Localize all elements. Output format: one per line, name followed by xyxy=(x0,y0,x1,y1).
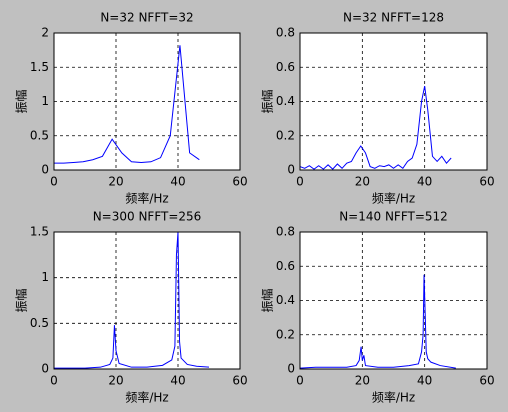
x-tick-label: 40 xyxy=(417,175,432,189)
subplot: 0 20 40 60 0 0.2 0.4 0.6 0.8 N=32 NFFT=128 频率/Hz 振幅 xyxy=(260,11,495,206)
x-axis-label: 频率/Hz xyxy=(372,390,415,405)
y-tick-label: 0.2 xyxy=(276,327,295,341)
y-tick-label: 0.6 xyxy=(276,60,295,74)
x-tick-label: 0 xyxy=(296,175,304,189)
x-tick-label: 20 xyxy=(108,374,123,388)
y-axis-label: 振幅 xyxy=(260,89,275,113)
y-tick-label: 2 xyxy=(41,26,49,40)
x-tick-label: 60 xyxy=(479,374,494,388)
x-tick-label: 40 xyxy=(170,374,185,388)
y-tick-label: 0 xyxy=(287,163,295,177)
x-axis-label: 频率/Hz xyxy=(125,390,168,405)
y-tick-label: 0.8 xyxy=(276,26,295,40)
subplot-title: N=32 NFFT=32 xyxy=(100,11,193,25)
spectrum-line xyxy=(300,274,456,369)
subplot-title: N=32 NFFT=128 xyxy=(343,11,444,25)
y-tick-label: 0 xyxy=(287,362,295,376)
y-tick-label: 0.4 xyxy=(276,293,295,307)
y-axis-label: 振幅 xyxy=(260,288,275,312)
y-tick-label: 0.8 xyxy=(276,225,295,239)
subplot: 0 20 40 60 0 0.5 1 1.5 N=300 NFFT=256 频率/Hz 振幅 xyxy=(14,210,248,405)
subplot-title: N=300 NFFT=256 xyxy=(93,210,202,224)
spectrum-line xyxy=(54,232,210,369)
y-tick-label: 0.4 xyxy=(276,94,295,108)
axes-box xyxy=(299,231,488,370)
x-axis-label: 频率/Hz xyxy=(372,191,415,206)
x-tick-label: 40 xyxy=(170,175,185,189)
y-tick-label: 1 xyxy=(41,270,49,284)
y-tick-label: 0.6 xyxy=(276,259,295,273)
x-tick-label: 20 xyxy=(355,175,370,189)
axes-box xyxy=(53,32,241,171)
x-tick-label: 60 xyxy=(232,374,247,388)
x-tick-label: 60 xyxy=(232,175,247,189)
subplot-title: N=140 NFFT=512 xyxy=(339,210,448,224)
y-tick-label: 0 xyxy=(41,362,49,376)
y-tick-label: 0.5 xyxy=(30,316,49,330)
x-tick-label: 20 xyxy=(108,175,123,189)
subplot: 0 20 40 60 0 0.2 0.4 0.6 0.8 N=140 NFFT=512 频率/Hz 振… xyxy=(260,210,495,405)
y-tick-label: 1.5 xyxy=(30,225,49,239)
x-tick-label: 20 xyxy=(355,374,370,388)
axes-background xyxy=(54,232,240,369)
axes-box xyxy=(299,32,488,171)
x-tick-label: 60 xyxy=(479,175,494,189)
y-tick-label: 0.5 xyxy=(30,128,49,142)
y-tick-label: 1 xyxy=(41,94,49,108)
subplot: 0 20 40 60 0 0.5 1 1.5 2 N=32 NFFT=32 频率/Hz 振幅 xyxy=(14,11,248,206)
y-tick-label: 0.2 xyxy=(276,128,295,142)
x-axis-label: 频率/Hz xyxy=(125,191,168,206)
spectrum-line xyxy=(54,45,200,164)
x-tick-label: 0 xyxy=(50,175,58,189)
y-axis-label: 振幅 xyxy=(14,288,29,312)
x-tick-label: 40 xyxy=(417,374,432,388)
axes-box xyxy=(53,231,241,370)
x-tick-label: 0 xyxy=(296,374,304,388)
y-tick-label: 0 xyxy=(41,163,49,177)
x-tick-label: 0 xyxy=(50,374,58,388)
y-tick-label: 1.5 xyxy=(30,60,49,74)
spectrum-line xyxy=(300,85,452,170)
y-axis-label: 振幅 xyxy=(14,89,29,113)
